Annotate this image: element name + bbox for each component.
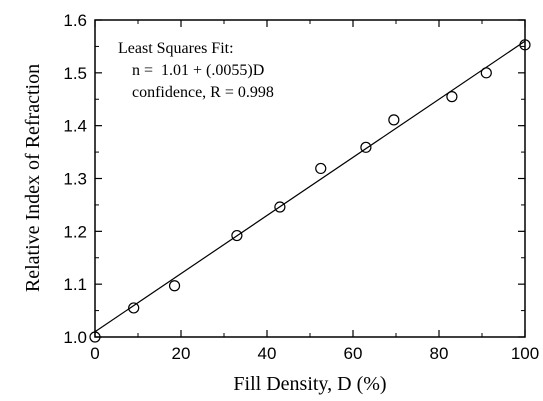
- y-tick-label: 1.4: [63, 117, 87, 136]
- x-tick-label: 0: [90, 344, 99, 363]
- data-point: [360, 141, 372, 153]
- annotation-line-3: confidence, R = 0.998: [132, 84, 274, 101]
- y-tick-label: 1.5: [63, 64, 87, 83]
- x-tick-label: 100: [511, 344, 539, 363]
- y-tick-label: 1.0: [63, 328, 87, 347]
- y-tick-label: 1.2: [63, 222, 87, 241]
- y-tick-label: 1.1: [63, 275, 87, 294]
- x-tick-label: 40: [258, 344, 277, 363]
- data-point: [128, 302, 140, 314]
- x-tick-label: 80: [430, 344, 449, 363]
- data-point: [274, 201, 286, 213]
- data-point: [388, 114, 400, 126]
- annotation-line-1: Least Squares Fit:: [118, 40, 234, 57]
- x-tick-label: 60: [344, 344, 363, 363]
- x-axis-title: Fill Density, D (%): [233, 373, 386, 395]
- data-point: [446, 91, 458, 103]
- data-point: [315, 162, 327, 175]
- y-tick-label: 1.3: [63, 170, 87, 189]
- axis-ticks: [94, 19, 526, 338]
- data-point: [168, 280, 181, 292]
- data-point: [231, 229, 243, 242]
- y-axis-title: Relative Index of Refraction: [22, 64, 44, 292]
- x-tick-label: 20: [172, 344, 191, 363]
- data-point: [480, 67, 492, 79]
- fit-line: [94, 40, 526, 333]
- data-point: [519, 39, 531, 51]
- annotation-line-2: n = 1.01 + (.0055)D: [132, 62, 264, 79]
- axis-tick-labels: 0 20 40 60 80 100 1.0 1.1 1.2 1.3 1.4 1.5 1.6: [63, 11, 539, 363]
- data-points: [89, 39, 531, 343]
- y-tick-label: 1.6: [63, 11, 87, 30]
- data-point: [89, 331, 101, 343]
